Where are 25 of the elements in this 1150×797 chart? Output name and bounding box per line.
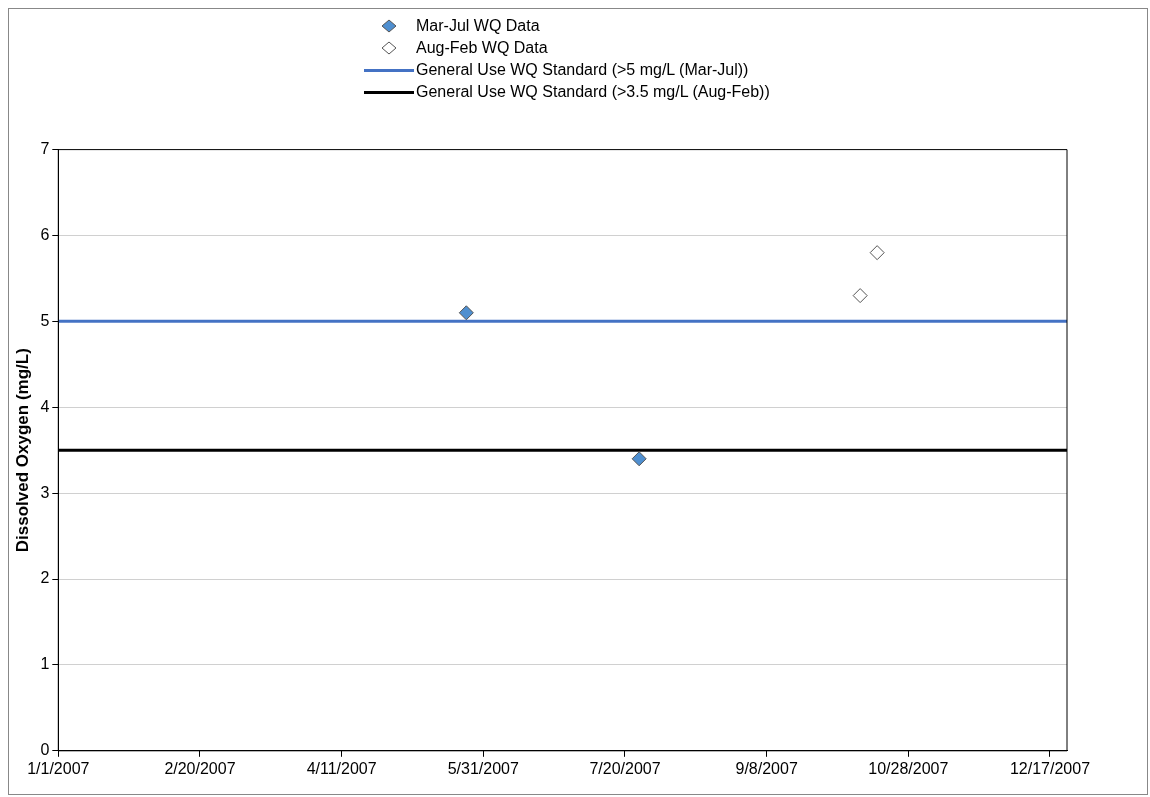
legend-label: Aug-Feb WQ Data xyxy=(416,39,548,57)
point xyxy=(852,288,868,304)
x-tick-label: 5/31/2007 xyxy=(447,759,519,777)
legend-label: Mar-Jul WQ Data xyxy=(416,17,540,35)
y-tick-label: 0 xyxy=(40,741,50,759)
x-tick-label: 9/8/2007 xyxy=(735,759,798,777)
y-tick-label: 1 xyxy=(40,655,50,673)
point xyxy=(869,245,885,261)
x-tick-label: 7/20/2007 xyxy=(589,759,661,777)
x-tick-label: 4/11/2007 xyxy=(306,759,377,777)
x-tick-label: 10/28/2007 xyxy=(868,759,949,777)
y-axis-title: Dissolved Oxygen (mg/L) xyxy=(12,348,32,553)
legend-label: General Use WQ Standard (>5 mg/L (Mar-Jul)) xyxy=(416,61,749,79)
y-tick-label: 2 xyxy=(40,569,50,587)
y-tick-label: 3 xyxy=(40,483,50,501)
y-tick-label: 5 xyxy=(40,311,50,329)
legend-label: General Use WQ Standard (>3.5 mg/L (Aug-Feb)) xyxy=(416,83,770,101)
y-tick-label: 7 xyxy=(40,140,50,158)
x-tick-label: 1/1/2007 xyxy=(27,759,90,777)
x-tick-label: 2/20/2007 xyxy=(164,759,236,777)
point xyxy=(631,451,647,467)
y-tick-label: 6 xyxy=(40,225,50,243)
y-tick-label: 4 xyxy=(40,397,50,415)
point xyxy=(458,305,474,321)
x-tick-label: 12/17/2007 xyxy=(1009,759,1091,777)
